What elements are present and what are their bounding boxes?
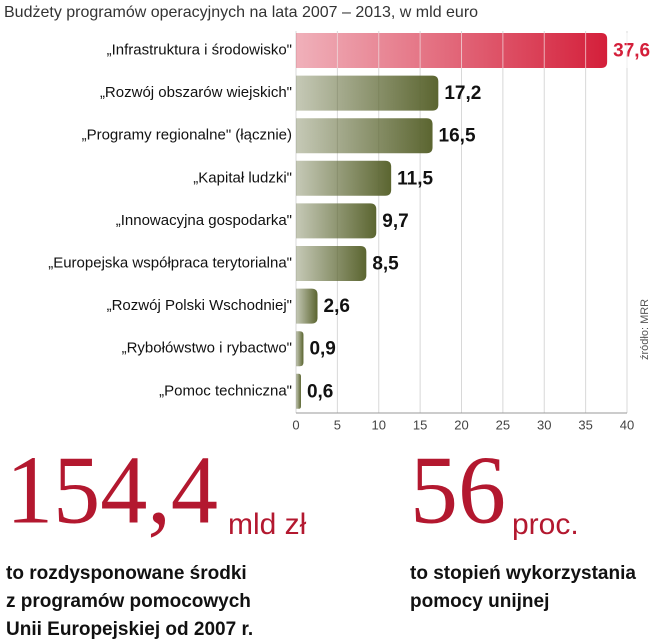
- highlight-description: Unii Europejskiej od 2007 r.: [6, 619, 253, 640]
- category-label: „Kapitał ludzki": [193, 169, 292, 186]
- highlight-description: z programów pomocowych: [6, 591, 251, 612]
- x-tick-label: 25: [496, 417, 510, 432]
- value-label: 9,7: [382, 211, 408, 232]
- highlight-description: to stopień wykorzystania: [410, 563, 636, 584]
- bar: [296, 160, 392, 196]
- bar: [296, 331, 304, 367]
- value-label: 2,6: [324, 296, 350, 317]
- category-label: „Rybołówstwo i rybactwo": [122, 340, 292, 357]
- highlight-value: 154,4: [6, 436, 218, 544]
- category-label: „Rozwój Polski Wschodniej": [107, 297, 292, 314]
- bar: [296, 75, 439, 111]
- x-tick-label: 40: [620, 417, 634, 432]
- category-label: „Programy regionalne" (łącznie): [82, 127, 292, 144]
- value-label: 17,2: [444, 83, 481, 104]
- highlight-description: to rozdysponowane środki: [6, 563, 247, 584]
- category-label: „Europejska współpraca terytorialna": [48, 254, 292, 271]
- x-tick-label: 15: [413, 417, 427, 432]
- bar: [296, 118, 433, 154]
- category-label: „Rozwój obszarów wiejskich": [100, 84, 292, 101]
- chart-title: Budżety programów operacyjnych na lata 2…: [4, 4, 478, 21]
- bar: [296, 288, 318, 324]
- source: źródło: MRR: [639, 299, 651, 360]
- value-label: 16,5: [439, 126, 476, 147]
- highlight-description: pomocy unijnej: [410, 591, 549, 612]
- x-tick-label: 35: [578, 417, 592, 432]
- bar: [296, 373, 301, 409]
- highlight-unit: proc.: [512, 508, 579, 541]
- value-label: 37,6: [613, 41, 650, 62]
- highlight-unit: mld zł: [228, 508, 307, 541]
- x-tick-label: 10: [372, 417, 386, 432]
- category-label: „Infrastruktura i środowisko": [107, 41, 292, 58]
- category-label: „Pomoc techniczna": [159, 382, 292, 399]
- x-tick-label: 20: [454, 417, 468, 432]
- bar: [296, 246, 367, 281]
- category-label: „Innowacyjna gospodarka": [116, 212, 292, 229]
- x-tick-label: 30: [537, 417, 551, 432]
- value-label: 8,5: [372, 254, 399, 275]
- value-label: 0,9: [309, 339, 335, 360]
- value-label: 11,5: [397, 168, 433, 189]
- bar: [296, 33, 608, 68]
- x-tick-label: 0: [292, 417, 299, 432]
- bar: [296, 203, 377, 239]
- x-tick-label: 5: [334, 417, 341, 432]
- highlight-value: 56: [410, 436, 506, 544]
- value-label: 0,6: [307, 381, 333, 402]
